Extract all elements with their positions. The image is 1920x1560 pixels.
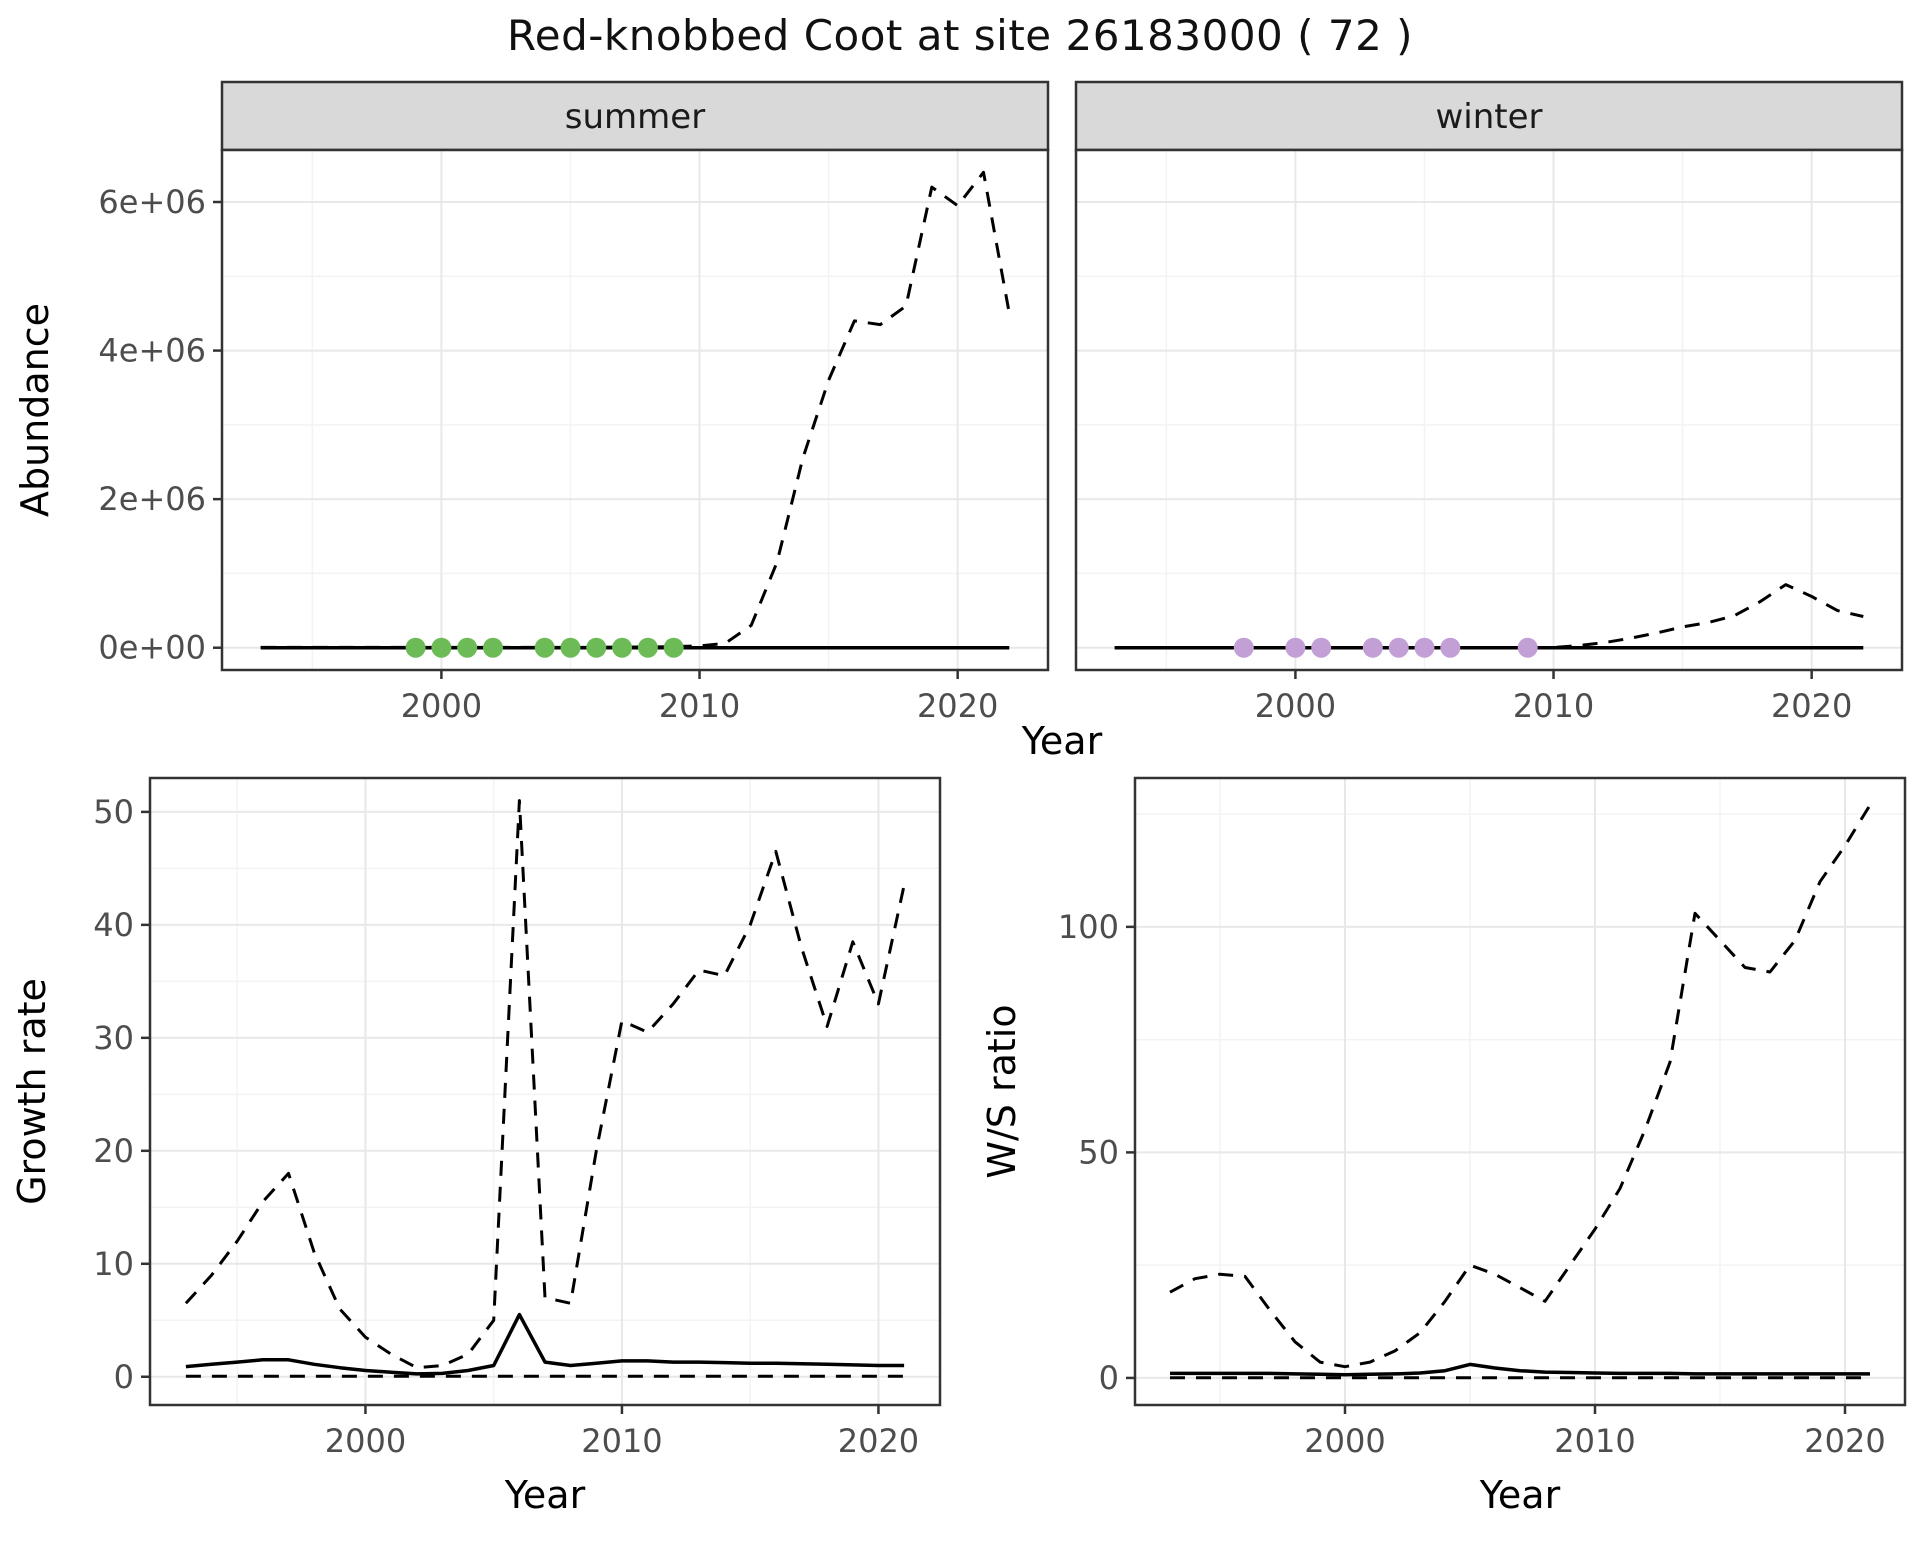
data-point [431,637,452,658]
x-tick-label: 2000 [1255,687,1336,725]
facet-strip [220,80,1050,152]
panel-border [1074,148,1904,672]
data-point [1285,637,1306,658]
y-tick-label: 40 [93,906,134,944]
y-axis-label: W/S ratio [980,1004,1024,1178]
y-axis-label: Growth rate [10,978,54,1205]
y-tick-label: 0 [1099,1359,1119,1397]
x-axis-label: Year [1479,1473,1561,1517]
data-point [457,637,478,658]
data-point [1233,637,1254,658]
x-tick-label: 2020 [917,687,998,725]
y-tick-label: 10 [93,1245,134,1283]
data-point [534,637,555,658]
chart-title: Red-knobbed Coot at site 26183000 ( 72 ) [506,10,1414,60]
y-tick-label: 50 [1078,1133,1119,1171]
facet-strip [1074,80,1904,152]
panel-border [1133,776,1907,1407]
abundance-faceted-chart: summer 2000 2010 2020 0e+00 2e+06 4e+06 6e+06 wi… [13,80,1904,760]
data-point [1414,637,1435,658]
data-point [483,637,503,658]
series-upper-ci [1169,804,1872,1369]
x-tick-label: 2000 [401,687,482,725]
y-tick-label: 30 [93,1019,134,1057]
data-point [1517,637,1538,658]
growth-rate-chart: 2000 2010 2020 0 10 20 30 40 50 Growth rate Year [10,776,942,1517]
panel-bg [1135,778,1905,1405]
ws-ratio-chart: 2000 2010 2020 0 50 100 W/S ratio Year [980,776,1907,1517]
y-axis-label: Abundance [13,303,57,517]
x-tick-label: 2010 [1554,1422,1635,1460]
bottom-row: 2000 2010 2020 0 10 20 30 40 50 Growth rate Year 2… [0,760,1920,1560]
data-point [1311,637,1332,658]
x-tick-label: 2010 [659,687,740,725]
data-point [612,637,633,658]
y-tick-label: 0 [114,1358,134,1396]
panel-border [148,776,942,1407]
data-point [560,637,581,658]
x-tick-label: 2020 [838,1422,919,1460]
data-point [405,637,426,658]
data-point [1440,637,1461,658]
y-tick-label: 4e+06 [98,332,206,370]
x-tick-label: 2010 [1513,687,1594,725]
data-point [663,637,684,658]
winter-survey-years [1233,637,1538,658]
y-tick-label: 50 [93,793,134,831]
panel-bg [1076,150,1902,670]
x-axis-label: Year [504,1473,586,1517]
y-tick-label: 6e+06 [98,183,206,221]
data-point [1362,637,1383,658]
series-mean [185,1312,905,1376]
data-point [637,637,658,658]
series-upper-ci [184,799,906,1370]
x-tick-label: 2000 [325,1422,406,1460]
data-point [1388,637,1409,658]
panel-bg [150,778,940,1405]
summer-survey-years [405,637,684,658]
grid [150,778,940,1405]
y-tick-label: 100 [1058,908,1119,946]
data-point [586,637,607,658]
facet-strip-label: winter [1435,97,1542,137]
x-tick-label: 2020 [1771,687,1852,725]
y-tick-label: 0e+00 [98,629,206,667]
x-tick-label: 2000 [1304,1422,1385,1460]
panel-bg [222,150,1048,670]
x-tick-label: 2020 [1804,1422,1885,1460]
facet-strip-label: summer [565,97,705,137]
y-tick-label: 2e+06 [98,480,206,518]
y-tick-label: 20 [93,1132,134,1170]
x-axis-label: Year [1021,719,1103,760]
x-tick-label: 2010 [581,1422,662,1460]
series-mean [1170,1362,1870,1377]
panel-border [220,148,1050,672]
